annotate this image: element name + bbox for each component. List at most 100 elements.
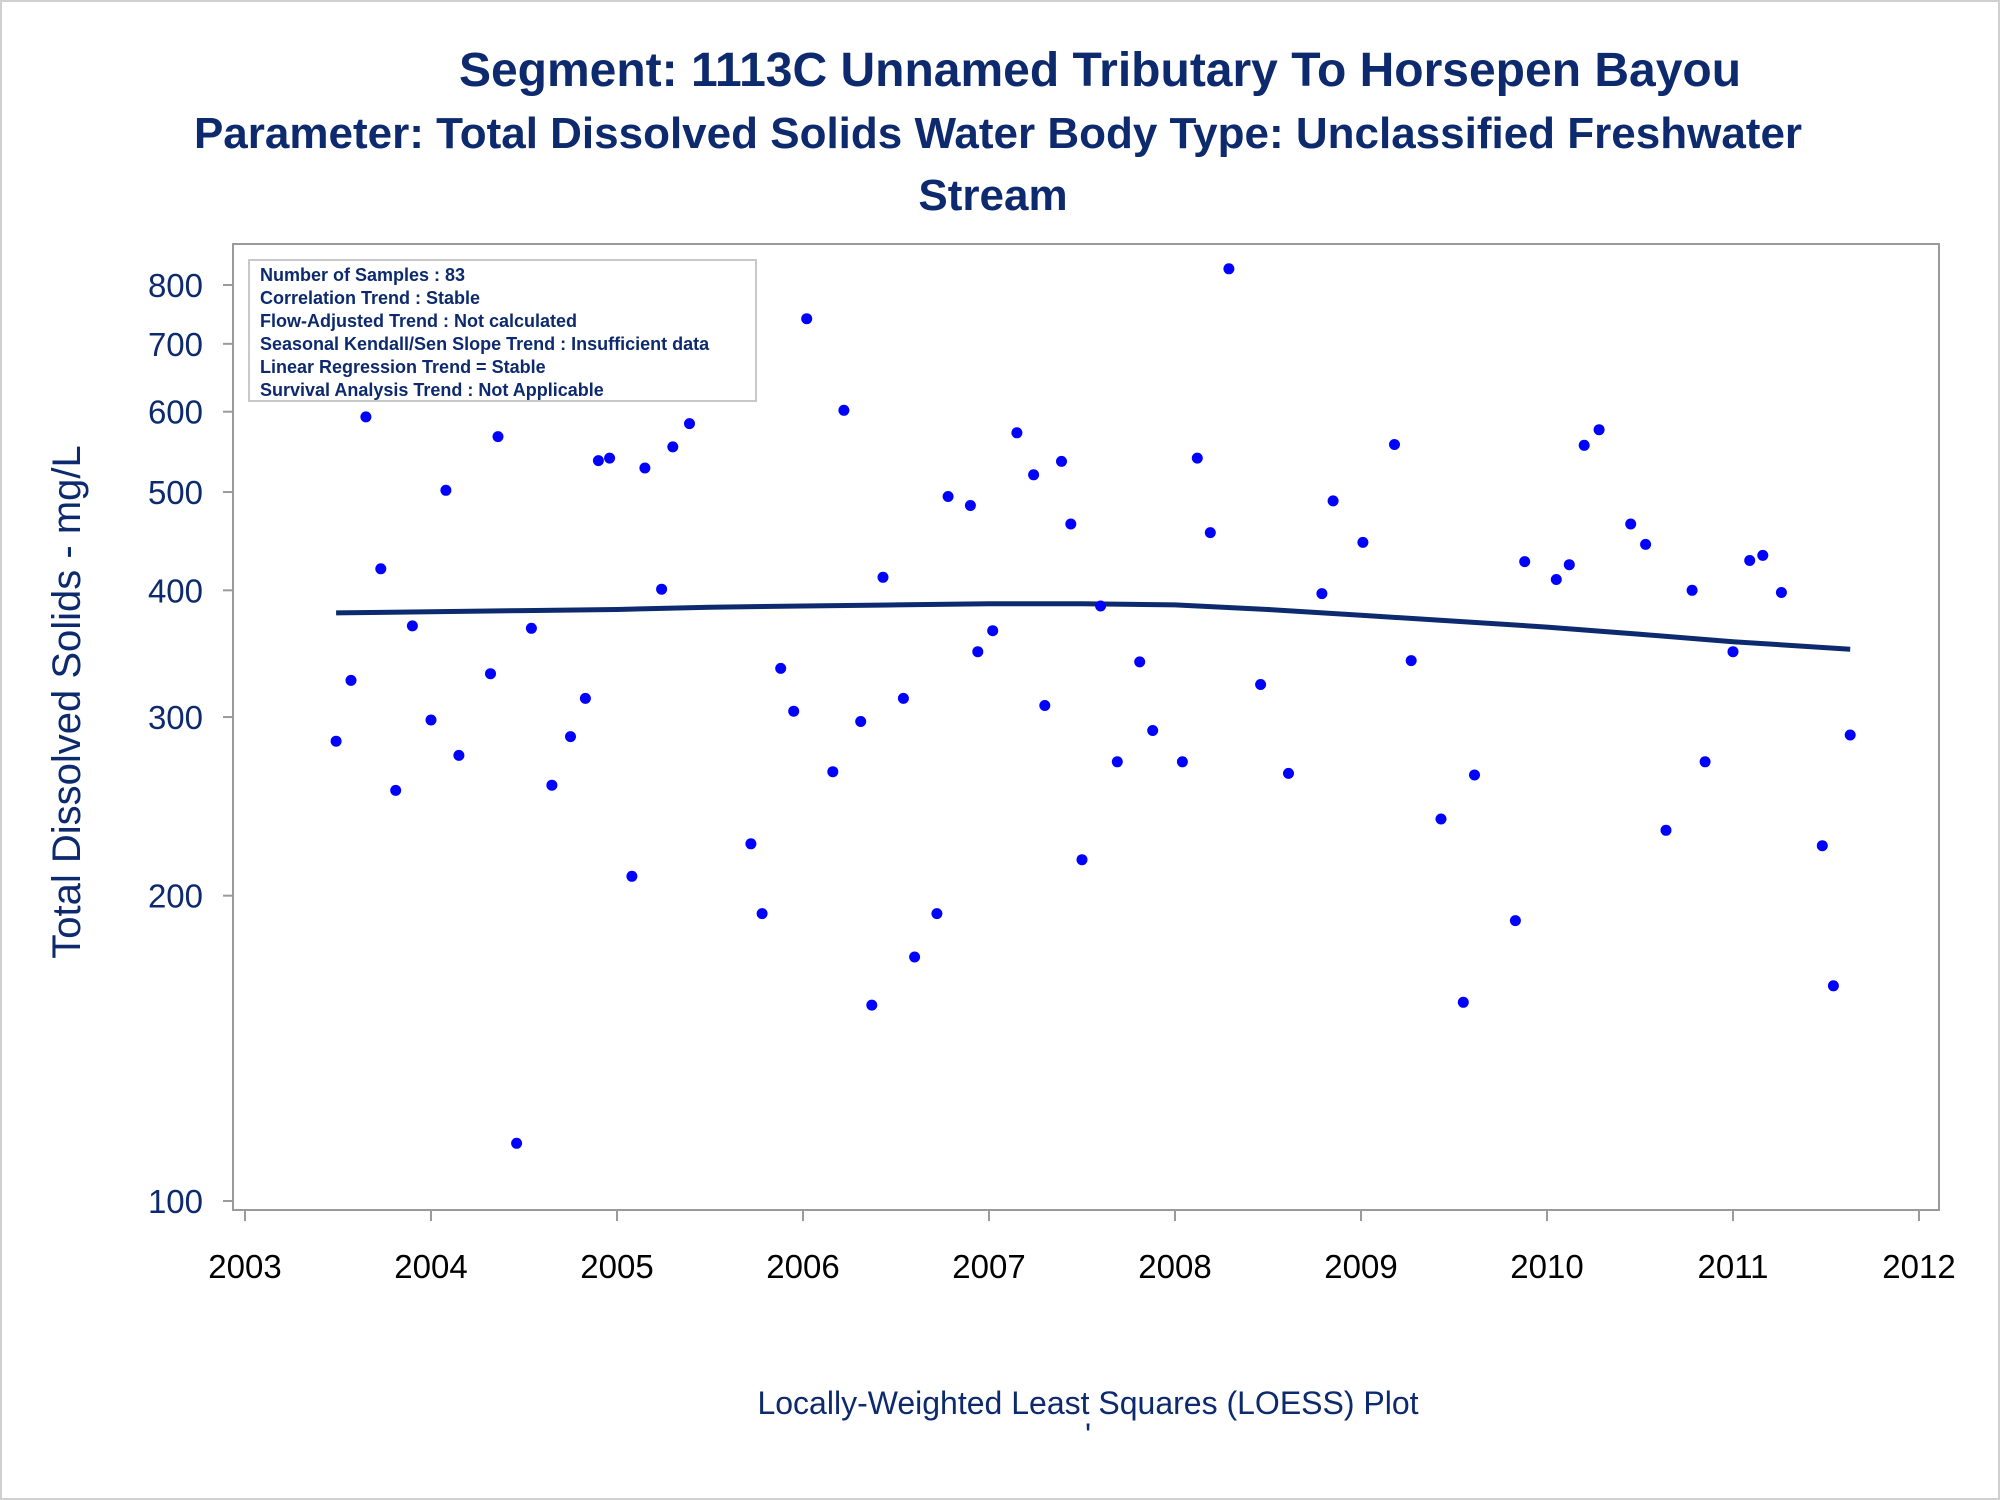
data-point	[667, 441, 679, 453]
data-point	[511, 1137, 523, 1149]
x-tick-label: 2011	[1698, 1248, 1769, 1285]
chart-title: Segment: 1113C Unnamed Tributary To Hors…	[459, 44, 1741, 97]
data-point	[492, 431, 504, 443]
data-point	[1563, 559, 1575, 571]
data-point	[1011, 427, 1023, 439]
data-point	[1176, 756, 1188, 768]
data-point	[656, 583, 668, 595]
data-point	[375, 563, 387, 575]
data-point	[565, 731, 576, 743]
chart-subtitle-line-2: Stream	[918, 171, 1067, 220]
y-tick-label: 700	[148, 326, 203, 363]
data-point	[1775, 587, 1787, 598]
data-point	[1065, 518, 1077, 530]
data-point	[406, 620, 418, 632]
data-point	[877, 571, 889, 583]
data-point	[1039, 700, 1051, 711]
x-tick-label: 2004	[394, 1248, 467, 1285]
loess-line-group	[336, 601, 1851, 652]
data-point	[1095, 600, 1107, 612]
data-point	[801, 313, 813, 325]
data-point	[964, 500, 976, 511]
stats-box-line: Linear Regression Trend = Stable	[260, 357, 546, 377]
data-point	[1457, 996, 1469, 1008]
stats-box-line: Flow-Adjusted Trend : Not calculated	[260, 311, 577, 331]
y-tick-label: 500	[148, 474, 203, 511]
data-point	[453, 749, 465, 761]
data-point	[1111, 756, 1123, 768]
x-axis-label: Locally-Weighted Least Squares (LOESS) P…	[757, 1385, 1418, 1421]
data-point	[1255, 679, 1267, 690]
data-point	[345, 674, 357, 686]
x-tick-label: 2005	[580, 1248, 653, 1285]
stats-box-line: Seasonal Kendall/Sen Slope Trend : Insuf…	[260, 334, 710, 354]
data-point	[485, 668, 496, 680]
scatter-points-group	[330, 263, 1856, 1149]
data-point	[909, 951, 921, 963]
data-point	[1519, 556, 1531, 568]
data-point	[745, 838, 757, 850]
data-point	[1699, 756, 1711, 768]
data-point	[1844, 729, 1856, 741]
data-point	[788, 705, 800, 717]
data-point	[1327, 495, 1339, 507]
data-point	[390, 784, 402, 796]
data-point	[1827, 980, 1839, 992]
data-point	[425, 714, 437, 726]
data-point	[579, 692, 591, 704]
data-point	[855, 716, 867, 727]
data-point	[330, 735, 342, 747]
data-point	[1435, 813, 1447, 825]
stats-box: Number of Samples : 83 Correlation Trend…	[248, 259, 757, 402]
y-tick-label: 200	[148, 878, 203, 915]
data-point	[756, 908, 768, 920]
x-tick-label: 2008	[1138, 1248, 1211, 1285]
x-tick-label: 2003	[208, 1248, 281, 1285]
data-point	[1316, 588, 1328, 600]
data-point	[1389, 439, 1400, 450]
data-point	[525, 622, 537, 634]
data-point	[827, 766, 839, 778]
data-point	[1223, 263, 1235, 275]
x-tick-label: 2012	[1882, 1248, 1955, 1285]
data-point	[931, 908, 943, 920]
data-point	[1593, 424, 1605, 436]
footnote-mark: '	[1085, 1417, 1091, 1453]
y-tick-label: 600	[148, 394, 203, 431]
data-point	[1727, 646, 1739, 658]
data-point	[1509, 915, 1521, 927]
chart-subtitle-line-1: Parameter: Total Dissolved Solids Water …	[194, 109, 1802, 158]
data-point	[1056, 455, 1067, 467]
data-point	[1076, 854, 1088, 866]
x-tick-label: 2006	[766, 1248, 839, 1285]
data-point	[1550, 574, 1562, 585]
data-point	[639, 462, 651, 474]
y-tick-label: 400	[148, 572, 203, 609]
plot-area	[232, 243, 1940, 1211]
y-axis-label: Total Dissolved Solids - mg/L	[45, 445, 89, 959]
data-point	[1640, 538, 1652, 550]
data-point	[987, 625, 999, 637]
stats-box-line: Survival Analysis Trend : Not Applicable	[260, 380, 604, 400]
data-point	[440, 484, 452, 496]
data-point	[1134, 656, 1146, 668]
y-axis: 100 200 300 400 500 600 700 800	[148, 267, 233, 1220]
data-point	[942, 491, 954, 502]
stats-box-border	[248, 259, 757, 402]
data-point	[1405, 655, 1417, 667]
data-point	[1744, 555, 1756, 566]
data-point	[1816, 840, 1828, 852]
data-point	[604, 452, 616, 464]
data-point	[1469, 769, 1480, 781]
data-point	[1028, 469, 1040, 481]
data-point	[1191, 452, 1203, 464]
data-point	[360, 411, 372, 423]
data-point	[1147, 725, 1159, 736]
stats-box-line: Correlation Trend : Stable	[260, 288, 480, 308]
y-tick-label: 100	[148, 1183, 203, 1220]
stats-box-line: Number of Samples : 83	[260, 265, 465, 285]
y-tick-label: 800	[148, 267, 203, 304]
data-point	[1357, 536, 1369, 548]
